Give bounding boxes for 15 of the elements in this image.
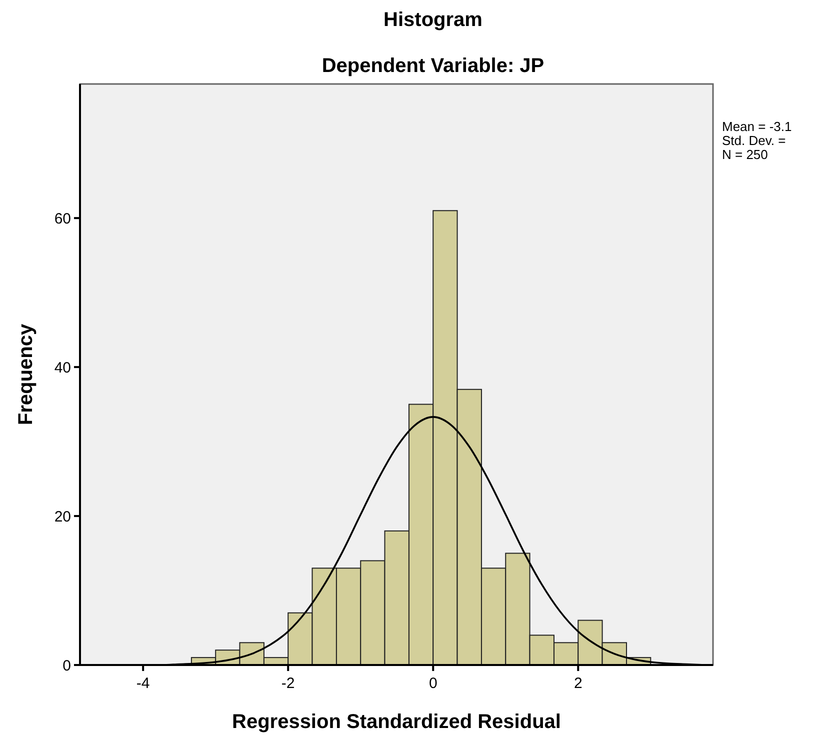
y-tick-label: 60 bbox=[54, 210, 71, 228]
text: Mean = -3.1 bbox=[722, 119, 792, 134]
y-tick-label: 0 bbox=[62, 657, 71, 674]
chart-title: Histogram bbox=[384, 9, 482, 31]
y-axis-title: Frequency bbox=[15, 323, 37, 426]
text: Std. Dev. = bbox=[722, 133, 786, 148]
chart-subtitle: Dependent Variable: JP bbox=[322, 55, 544, 77]
y-tick-label: 40 bbox=[54, 359, 71, 376]
text: N = 250 bbox=[722, 147, 768, 162]
x-axis-title: Regression Standardized Residual bbox=[232, 711, 561, 733]
x-tick-label: -2 bbox=[281, 675, 295, 692]
y-tick-label: 20 bbox=[54, 508, 71, 526]
x-tick-label: 0 bbox=[428, 675, 438, 692]
x-tick-label: 2 bbox=[574, 675, 582, 692]
x-tick-label: -4 bbox=[136, 675, 150, 692]
